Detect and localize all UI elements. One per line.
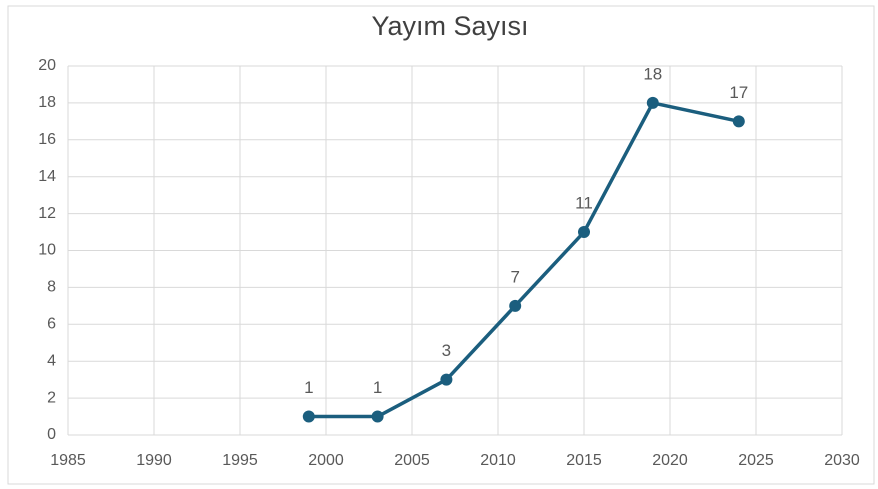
chart-border — [7, 5, 875, 485]
y-tick-label: 0 — [47, 426, 56, 443]
x-tick-label: 2005 — [394, 452, 430, 469]
x-tick-label: 2030 — [824, 452, 860, 469]
x-tick-label: 1995 — [222, 452, 258, 469]
chart-title: Yayım Sayısı — [371, 11, 528, 41]
y-tick-label: 8 — [47, 279, 56, 296]
data-point — [440, 373, 453, 386]
data-point — [578, 226, 590, 239]
y-tick-label: 6 — [47, 316, 56, 333]
y-tick-label: 20 — [38, 57, 56, 74]
data-label: 1 — [373, 378, 382, 397]
data-label: 7 — [510, 267, 519, 286]
y-tick-label: 12 — [38, 205, 56, 222]
x-tick-label: 1985 — [50, 452, 86, 469]
x-tick-label: 2000 — [308, 452, 344, 469]
x-tick-label: 2020 — [652, 452, 688, 469]
data-label: 11 — [575, 194, 593, 213]
data-label: 1 — [304, 378, 313, 397]
y-tick-label: 2 — [47, 389, 56, 406]
y-tick-label: 16 — [38, 131, 56, 148]
y-tick-label: 10 — [38, 242, 56, 259]
data-point — [371, 410, 384, 423]
y-tick-label: 18 — [38, 94, 56, 111]
data-point — [646, 96, 659, 109]
data-label: 3 — [442, 341, 451, 360]
x-tick-label: 2025 — [738, 452, 774, 469]
y-tick-label: 4 — [47, 352, 56, 369]
data-label: 18 — [643, 64, 662, 83]
x-tick-label: 2015 — [566, 452, 602, 469]
data-point — [302, 410, 315, 423]
x-tick-label: 1990 — [136, 452, 172, 469]
data-point — [509, 299, 522, 312]
data-label: 17 — [729, 83, 748, 102]
x-tick-label: 2010 — [480, 452, 516, 469]
y-tick-label: 14 — [38, 168, 56, 185]
data-point — [732, 115, 745, 128]
